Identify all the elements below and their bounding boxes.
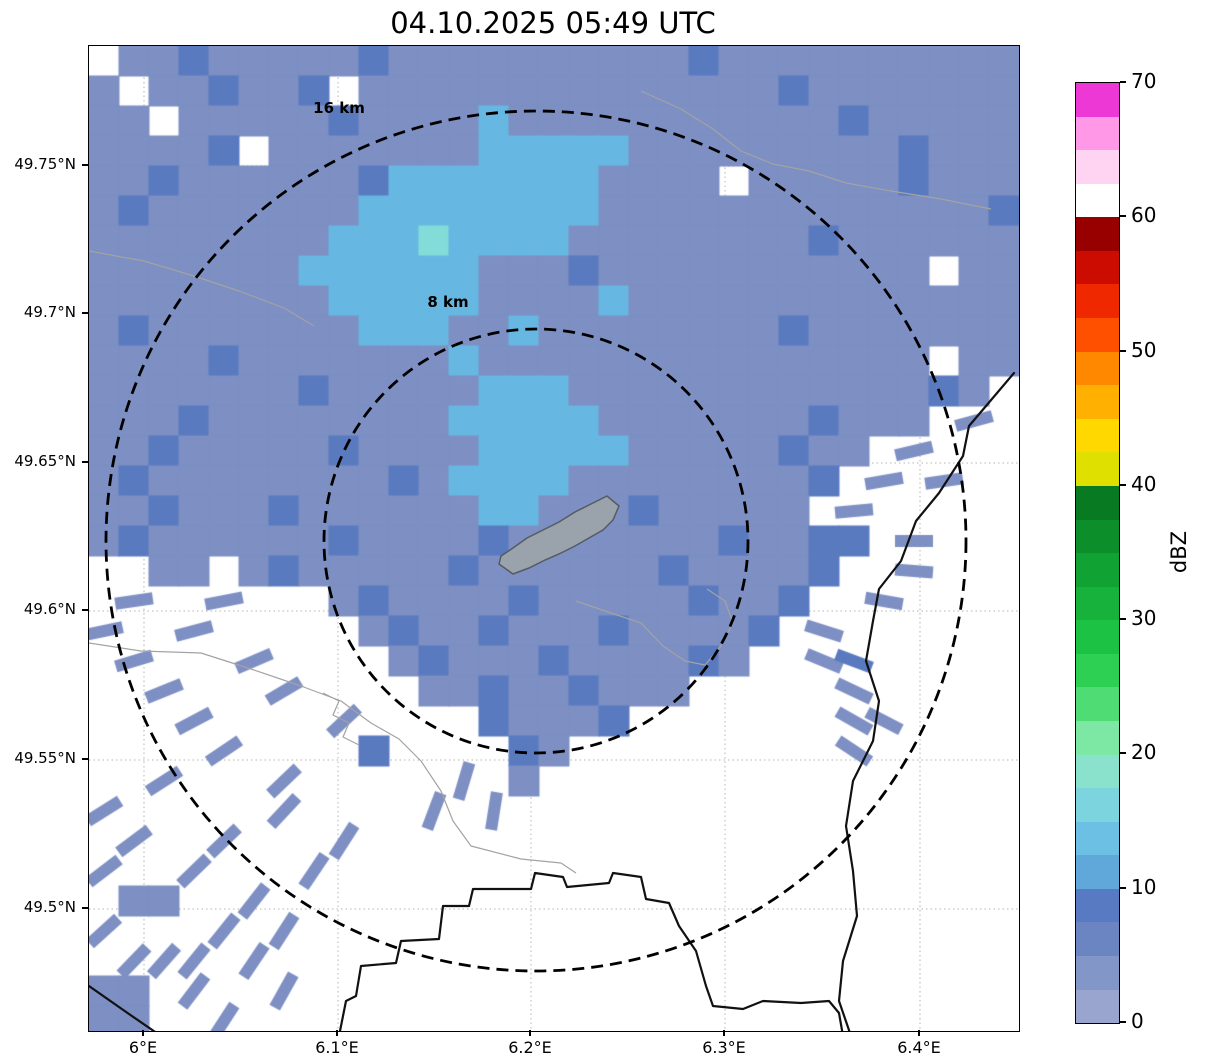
colorbar <box>1075 82 1120 1024</box>
range-ring-label-8km: 8 km <box>427 293 469 311</box>
colorbar-segment <box>1076 788 1119 822</box>
x-axis: 6°E 6.1°E 6.2°E 6.3°E 6.4°E <box>88 1030 1018 1064</box>
colorbar-segment <box>1076 620 1119 654</box>
country-border-line <box>837 371 1016 1031</box>
y-tick-label: 49.7°N <box>23 303 76 321</box>
colorbar-tick-mark <box>1120 483 1126 486</box>
y-tick-mark <box>82 461 88 463</box>
y-tick-label: 49.6°N <box>23 600 76 618</box>
x-tick-mark <box>529 1030 531 1036</box>
colorbar-segment <box>1076 150 1119 184</box>
range-ring-circle <box>104 109 968 973</box>
country-border-line <box>89 984 156 1031</box>
x-tick-mark <box>723 1030 725 1036</box>
colorbar-segment <box>1076 687 1119 721</box>
x-tick-label: 6.3°E <box>702 1038 746 1057</box>
y-tick-label: 49.75°N <box>14 155 76 173</box>
colorbar-segment <box>1076 452 1119 486</box>
x-tick-mark <box>918 1030 920 1036</box>
x-tick-mark <box>336 1030 338 1036</box>
admin-boundary-line <box>640 90 992 210</box>
colorbar-segment <box>1076 183 1119 218</box>
colorbar-segment <box>1076 754 1119 789</box>
colorbar-segment <box>1076 485 1119 520</box>
colorbar-tick-mark <box>1120 752 1126 755</box>
colorbar-segment <box>1076 855 1119 889</box>
colorbar-tick-label: 70 <box>1131 69 1157 93</box>
colorbar-segment <box>1076 83 1119 117</box>
x-tick-label: 6°E <box>128 1038 158 1057</box>
admin-boundary-line <box>89 642 577 874</box>
colorbar-tick-label: 50 <box>1131 337 1157 362</box>
y-tick-mark <box>82 609 88 611</box>
colorbar-segment <box>1076 318 1119 352</box>
colorbar-segment <box>1076 720 1119 755</box>
colorbar-segment <box>1076 989 1119 1024</box>
y-tick-mark <box>82 758 88 760</box>
colorbar-segment <box>1076 821 1119 856</box>
colorbar-tick-mark <box>1120 618 1126 621</box>
colorbar-segment <box>1076 116 1119 151</box>
x-tick-mark <box>142 1030 144 1036</box>
colorbar-tick-label: 0 <box>1131 1009 1144 1033</box>
city-area-polygon <box>498 495 620 575</box>
colorbar-segment <box>1076 284 1119 319</box>
y-axis: 49.75°N 49.7°N 49.65°N 49.6°N 49.55°N 49.5°N <box>0 45 88 1030</box>
colorbar-segment <box>1076 653 1119 688</box>
y-tick-label: 49.55°N <box>14 749 76 767</box>
colorbar-tick-label: 60 <box>1131 203 1157 228</box>
colorbar-gradient <box>1076 83 1119 1024</box>
colorbar-tick-label: 20 <box>1131 740 1157 765</box>
y-tick-mark <box>82 312 88 314</box>
colorbar-segment <box>1076 519 1119 554</box>
colorbar-segment <box>1076 418 1119 453</box>
y-tick-label: 49.65°N <box>14 452 76 470</box>
colorbar-tick-mark <box>1120 349 1126 352</box>
map-overlay <box>89 90 1016 1031</box>
colorbar-tick-mark <box>1120 215 1126 218</box>
colorbar-tick-label: 40 <box>1131 471 1157 496</box>
admin-boundary-line <box>575 588 734 666</box>
admin-boundary-line <box>322 692 360 746</box>
x-tick-label: 6.1°E <box>315 1038 359 1057</box>
colorbar-unit-label: dBZ <box>1167 530 1191 574</box>
colorbar-segment <box>1076 922 1119 957</box>
country-border-line <box>338 871 844 1031</box>
y-tick-label: 49.5°N <box>23 898 76 916</box>
admin-boundary-line <box>89 250 315 327</box>
colorbar-segment <box>1076 586 1119 621</box>
colorbar-segment <box>1076 956 1119 990</box>
colorbar-segment <box>1076 888 1119 923</box>
colorbar-segment <box>1076 250 1119 285</box>
radar-map: 16 km 8 km <box>88 45 1020 1032</box>
range-ring-circle <box>322 327 750 755</box>
colorbar-segment <box>1076 351 1119 386</box>
x-tick-label: 6.4°E <box>897 1038 941 1057</box>
y-tick-mark <box>82 907 88 909</box>
x-tick-label: 6.2°E <box>508 1038 552 1057</box>
colorbar-segment <box>1076 217 1119 251</box>
range-ring-label-16km: 16 km <box>313 99 365 117</box>
y-tick-mark <box>82 164 88 166</box>
colorbar-tick-label: 10 <box>1131 874 1157 899</box>
colorbar-tick-label: 30 <box>1131 606 1157 631</box>
colorbar-segment <box>1076 385 1119 419</box>
colorbar-tick-mark <box>1120 81 1126 83</box>
colorbar-tick-mark <box>1120 1021 1126 1023</box>
figure-title: 04.10.2025 05:49 UTC <box>390 6 716 40</box>
colorbar-segment <box>1076 553 1119 587</box>
colorbar-tick-mark <box>1120 886 1126 889</box>
